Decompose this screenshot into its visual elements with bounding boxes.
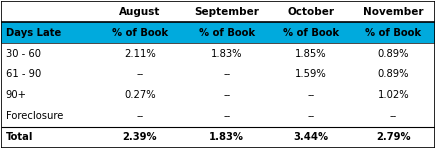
Text: November: November bbox=[363, 7, 424, 17]
Text: --: -- bbox=[307, 90, 315, 100]
Text: 90+: 90+ bbox=[6, 90, 27, 100]
Text: % of Book: % of Book bbox=[112, 28, 168, 38]
Text: 2.79%: 2.79% bbox=[376, 132, 411, 142]
Text: August: August bbox=[119, 7, 161, 17]
Text: --: -- bbox=[223, 69, 230, 80]
Text: 0.89%: 0.89% bbox=[378, 69, 409, 80]
Text: 1.59%: 1.59% bbox=[295, 69, 327, 80]
Text: 1.83%: 1.83% bbox=[209, 132, 244, 142]
Text: September: September bbox=[194, 7, 259, 17]
Text: 0.89%: 0.89% bbox=[378, 49, 409, 59]
Text: % of Book: % of Book bbox=[365, 28, 422, 38]
Text: 1.02%: 1.02% bbox=[378, 90, 409, 100]
Text: --: -- bbox=[307, 111, 315, 121]
Text: --: -- bbox=[223, 111, 230, 121]
Text: 30 - 60: 30 - 60 bbox=[6, 49, 41, 59]
Text: 3.44%: 3.44% bbox=[293, 132, 329, 142]
Text: --: -- bbox=[136, 69, 143, 80]
Bar bbox=[1, 22, 435, 43]
Text: Days Late: Days Late bbox=[6, 28, 61, 38]
Text: Total: Total bbox=[6, 132, 33, 142]
Text: --: -- bbox=[223, 90, 230, 100]
Text: 2.11%: 2.11% bbox=[124, 49, 156, 59]
Text: 61 - 90: 61 - 90 bbox=[6, 69, 41, 80]
Text: Foreclosure: Foreclosure bbox=[6, 111, 63, 121]
Text: October: October bbox=[288, 7, 335, 17]
Text: % of Book: % of Book bbox=[199, 28, 255, 38]
Text: % of Book: % of Book bbox=[283, 28, 339, 38]
Text: --: -- bbox=[136, 111, 143, 121]
Text: 0.27%: 0.27% bbox=[124, 90, 156, 100]
Text: 2.39%: 2.39% bbox=[123, 132, 157, 142]
Text: 1.85%: 1.85% bbox=[295, 49, 327, 59]
Text: --: -- bbox=[390, 111, 397, 121]
Text: 1.83%: 1.83% bbox=[211, 49, 242, 59]
